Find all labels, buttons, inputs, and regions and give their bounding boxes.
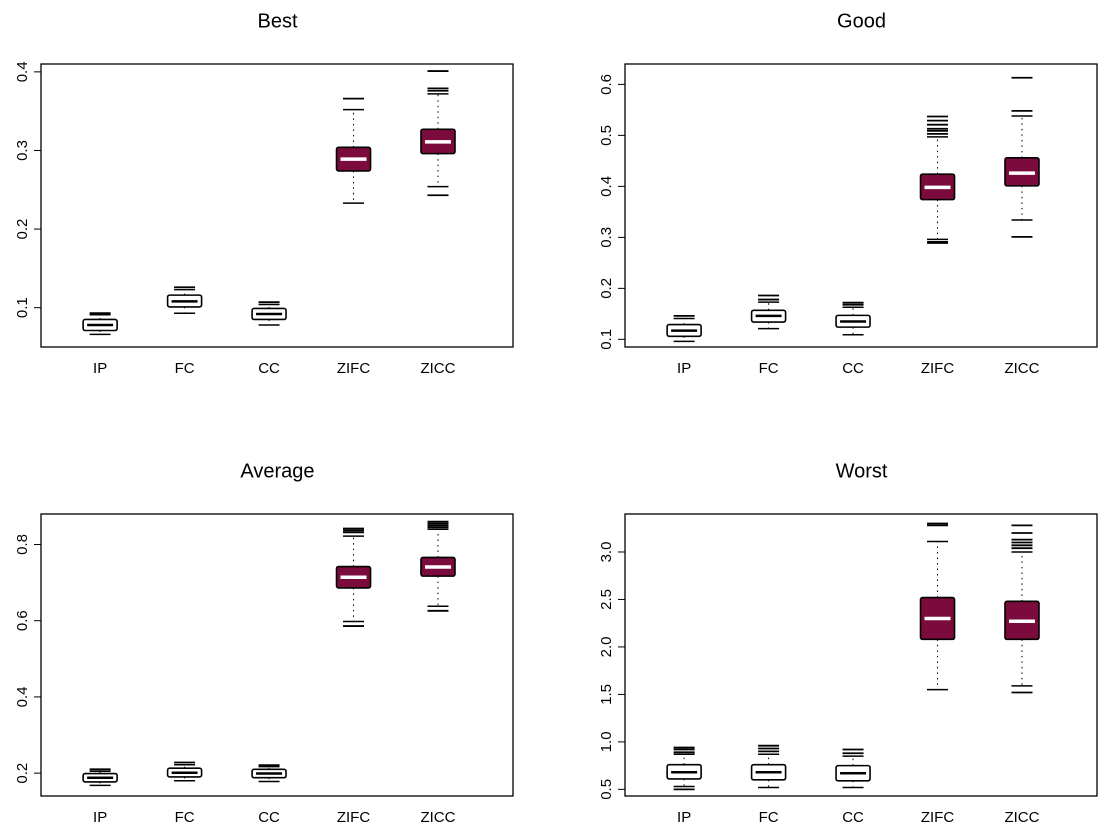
box-fc <box>750 744 787 789</box>
box-iqr <box>82 318 118 332</box>
box-fc <box>166 761 203 782</box>
category-label: ZIFC <box>921 360 954 377</box>
box-iqr <box>666 763 702 780</box>
panel-average: Average 0.2 0.4 0.6 0.8 IP FC CC ZIFC ZICC <box>14 460 514 826</box>
category-label: ZIFC <box>337 360 370 377</box>
box-iqr <box>82 772 118 783</box>
y-tick-label: 0.1 <box>14 297 31 318</box>
chart-title: Average <box>240 460 314 482</box>
y-tick-label: 0.2 <box>14 219 31 240</box>
category-label: ZICC <box>1004 360 1039 377</box>
y-tick-label: 0.5 <box>598 125 615 146</box>
category-label: FC <box>175 809 195 826</box>
y-tick-label: 0.3 <box>14 140 31 161</box>
category-label: IP <box>93 360 107 377</box>
y-tick-label: 0.3 <box>598 227 615 248</box>
box-ip <box>666 314 702 343</box>
panel-best: Best 0.1 0.2 0.3 0.4 IP FC CC ZIFC ZICC <box>14 10 514 377</box>
category-label: FC <box>759 360 779 377</box>
box-zifc <box>919 115 956 244</box>
box-iqr <box>666 323 702 338</box>
box-zicc <box>1004 524 1040 694</box>
category-label: ZICC <box>420 809 455 826</box>
y-tick-label: 0.4 <box>598 176 615 197</box>
category-label: CC <box>258 360 280 377</box>
box-cc <box>251 764 287 783</box>
y-tick-label: 0.5 <box>598 779 615 800</box>
y-tick-label: 3.0 <box>598 542 615 563</box>
box-cc <box>251 301 287 326</box>
y-tick-label: 1.5 <box>598 684 615 705</box>
y-tick-label: 2.5 <box>598 589 615 610</box>
plot-frame <box>624 513 1098 797</box>
box-ip <box>666 746 702 791</box>
category-label: IP <box>677 809 691 826</box>
y-tick-label: 0.2 <box>598 278 615 299</box>
plot-frame <box>624 63 1098 348</box>
box-iqr <box>166 767 203 778</box>
category-label: CC <box>258 809 280 826</box>
box-ip <box>82 312 118 336</box>
chart-title: Best <box>257 10 297 32</box>
y-tick-label: 0.4 <box>14 61 31 82</box>
box-iqr <box>750 309 787 323</box>
box-iqr <box>251 768 287 779</box>
category-label: CC <box>842 360 864 377</box>
box-zicc <box>1004 76 1040 238</box>
y-tick-label: 0.6 <box>598 74 615 95</box>
box-ip <box>82 768 118 787</box>
plot-frame <box>40 63 514 348</box>
box-cc <box>835 301 871 336</box>
y-tick-label: 2.0 <box>598 636 615 657</box>
box-zicc <box>420 70 456 197</box>
category-label: CC <box>842 809 864 826</box>
box-zifc <box>919 522 956 691</box>
y-tick-label: 0.4 <box>14 686 31 707</box>
category-label: IP <box>93 809 107 826</box>
box-zicc <box>420 520 456 612</box>
box-iqr <box>835 314 871 328</box>
box-zifc <box>335 97 372 204</box>
y-tick-label: 1.0 <box>598 731 615 752</box>
chart-title: Good <box>837 10 886 32</box>
box-iqr <box>750 763 787 781</box>
plot-frame <box>40 513 514 797</box>
box-iqr <box>251 307 287 321</box>
box-fc <box>750 294 787 330</box>
y-tick-label: 0.6 <box>14 610 31 631</box>
box-iqr <box>166 294 203 308</box>
category-label: ZIFC <box>921 809 954 826</box>
panel-good: Good 0.1 0.2 0.3 0.4 0.5 0.6 IP FC CC ZIFC ZICC <box>598 10 1098 377</box>
category-label: FC <box>759 809 779 826</box>
panel-worst: Worst 0.5 1.0 1.5 2.0 2.5 3.0 IP FC CC ZIFC ZICC <box>598 460 1098 826</box>
y-tick-label: 0.8 <box>14 534 31 555</box>
box-fc <box>166 286 203 314</box>
category-label: ZIFC <box>337 809 370 826</box>
category-label: IP <box>677 360 691 377</box>
box-cc <box>835 748 871 789</box>
category-label: FC <box>175 360 195 377</box>
y-tick-label: 0.1 <box>598 329 615 350</box>
y-tick-label: 0.2 <box>14 763 31 784</box>
category-label: ZICC <box>1004 809 1039 826</box>
category-label: ZICC <box>420 360 455 377</box>
chart-title: Worst <box>836 460 888 482</box>
box-zifc <box>335 527 372 627</box>
box-iqr <box>835 764 871 782</box>
